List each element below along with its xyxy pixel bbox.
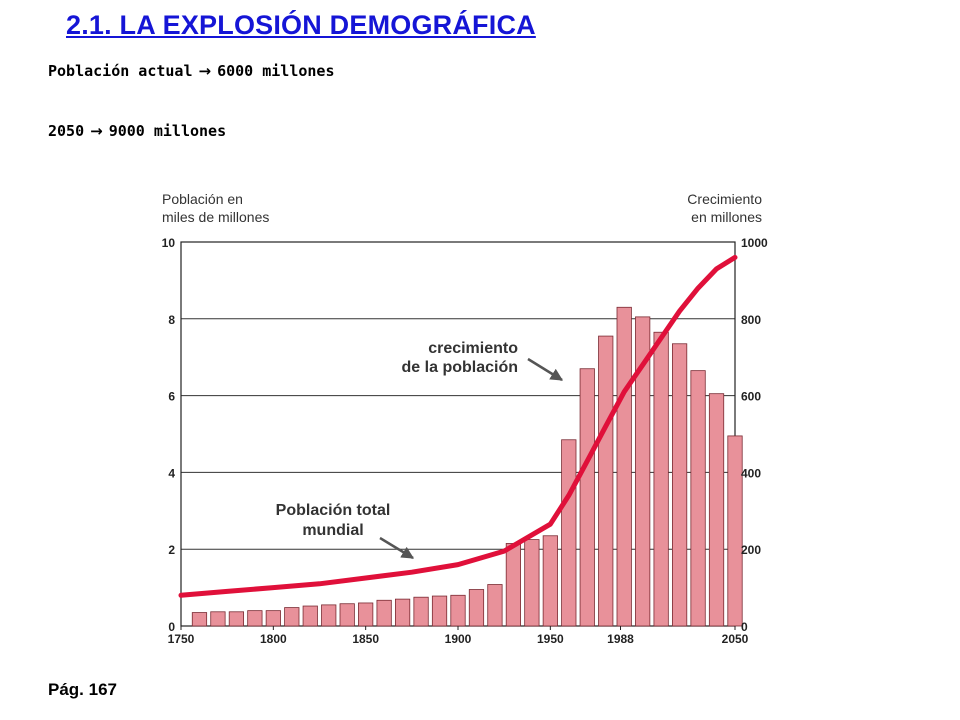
growth-bar [542,535,558,627]
growth-bar [284,607,300,627]
left-tick-label: 6 [168,390,175,404]
x-tick-label: 1988 [607,632,634,646]
growth-bar [635,316,651,627]
arrow-right-icon: → [198,62,212,80]
growth-bar [321,604,337,627]
annotation-growth-line: crecimiento [428,340,518,357]
growth-bar [561,439,577,627]
annotation-growth-arrow [527,357,564,382]
annotation-growth-line: de la población [402,359,518,376]
growth-bar [265,610,281,627]
growth-bar [579,368,595,627]
current-population-value: 6000 millones [217,62,335,80]
right-tick-label: 1000 [741,236,768,250]
growth-bar [450,594,466,627]
left-tick-label: 4 [168,466,175,480]
annotation-growth: crecimiento de la población [402,340,519,376]
right-tick-label: 200 [741,543,761,557]
growth-bar [690,370,706,627]
right-axis-label: Crecimiento [687,191,762,207]
left-tick-label: 2 [168,543,175,557]
growth-bar [358,602,374,627]
growth-bar [708,393,725,627]
growth-bar [210,611,226,627]
growth-bar [228,611,245,627]
left-axis-label: Población en [162,191,243,207]
page-title: 2.1. LA EXPLOSIÓN DEMOGRÁFICA [66,10,536,40]
left-tick-label: 10 [162,236,176,250]
projection-year-label: 2050 [48,122,85,140]
growth-bar [671,343,688,627]
growth-bar [191,612,208,627]
annotation-population-line: mundial [302,522,363,539]
left-tick-label: 8 [168,313,175,327]
growth-bar [487,584,503,627]
annotation-population-arrow [379,536,415,560]
x-tick-label: 2050 [722,632,749,646]
plot-frame [180,241,736,627]
growth-bar [524,539,540,627]
growth-bar [598,335,614,627]
growth-bar [505,543,522,627]
growth-bar [376,599,392,627]
left-axis-label: miles de millones [162,209,269,225]
right-axis-label: en millones [691,209,762,225]
growth-bar [302,605,318,627]
growth-bar [468,589,485,627]
right-tick-label: 400 [741,466,761,480]
projection-value: 9000 millones [108,122,227,140]
growth-bar [653,331,669,627]
projection-2050-line: 2050 → 9000 millones [48,122,226,140]
annotation-population: Población total mundial [276,502,391,539]
x-tick-label: 1950 [537,632,564,646]
growth-bar [339,603,355,627]
page-reference: Pág. 167 [48,680,117,699]
x-tick-label: 1750 [168,632,195,646]
growth-bar [394,598,411,627]
growth-bar [431,595,448,627]
arrow-right-icon: → [90,122,103,140]
x-tick-label: 1850 [352,632,379,646]
right-tick-label: 600 [741,390,761,404]
right-tick-label: 0 [741,620,748,634]
growth-bar [413,596,429,627]
current-population-line: Población actual → 6000 millones [48,62,334,80]
growth-bar [727,435,743,627]
growth-bar [616,306,632,627]
x-tick-label: 1900 [445,632,472,646]
population-line [178,254,738,598]
x-tick-label: 1800 [260,632,287,646]
right-tick-label: 800 [741,313,761,327]
left-tick-label: 0 [168,620,175,634]
population-chart: 0 2 4 6 8 10 0 200 400 600 800 1000 1750 1800 1850 1900… [162,191,768,646]
growth-bar [247,610,263,627]
current-population-label: Población actual [48,62,193,80]
annotation-population-line: Población total [276,502,391,519]
